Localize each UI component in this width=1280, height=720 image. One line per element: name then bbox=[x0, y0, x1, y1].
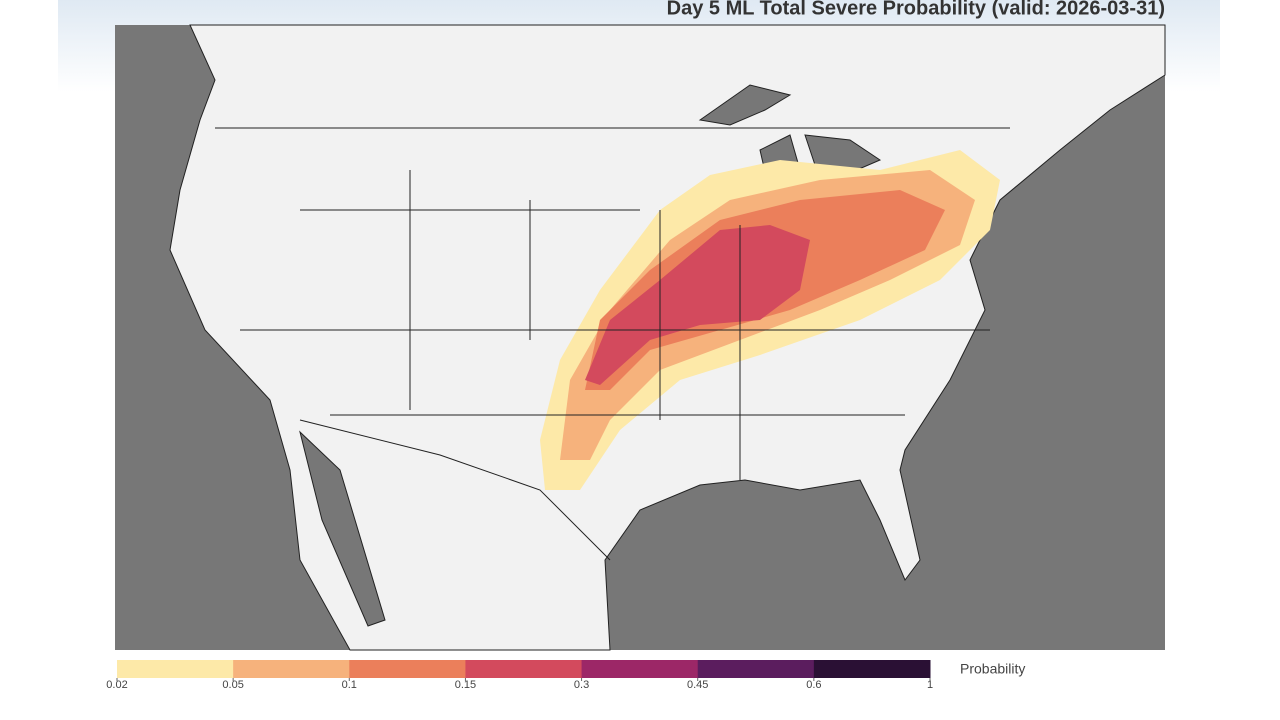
colorbar: Probability 0.02 0.05 0.1 0.15 0.3 0.45 0.6 1 bbox=[106, 660, 1025, 691]
colorbar-tick-label: 0.6 bbox=[806, 679, 821, 691]
colorbar-tick-label: 0.05 bbox=[222, 679, 243, 691]
swath-level bbox=[585, 225, 810, 385]
colorbar-tick-label: 1 bbox=[927, 679, 933, 691]
colorbar-tick-label: 0.02 bbox=[106, 679, 127, 691]
colorbar-segment bbox=[465, 660, 583, 678]
map-title: Day 5 ML Total Severe Probability (valid… bbox=[667, 0, 1165, 19]
borders bbox=[215, 127, 1010, 561]
colorbar-segment bbox=[349, 660, 466, 678]
gulf-of-california bbox=[299, 430, 386, 627]
colorbar-tick-label: 0.3 bbox=[574, 679, 589, 691]
colorbar-segment bbox=[117, 660, 234, 678]
colorbar-segment bbox=[813, 660, 931, 678]
colorbar-tick-label: 0.1 bbox=[342, 679, 357, 691]
colorbar-segment bbox=[697, 660, 815, 678]
colorbar-tick-label: 0.15 bbox=[455, 679, 476, 691]
probability-swath bbox=[540, 150, 1000, 490]
colorbar-segment bbox=[233, 660, 350, 678]
colorbar-label: Probability bbox=[960, 661, 1025, 677]
colorbar-segment bbox=[581, 660, 699, 678]
colorbar-tick-label: 0.45 bbox=[687, 679, 708, 691]
map bbox=[115, 24, 1166, 651]
